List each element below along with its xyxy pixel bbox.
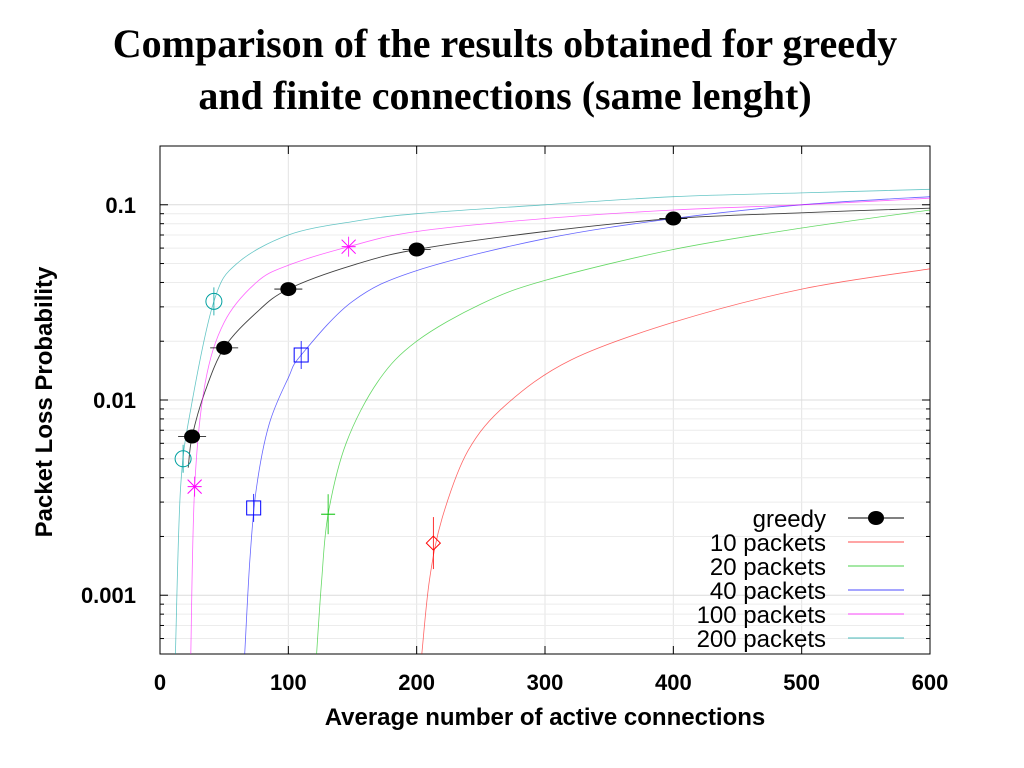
point-100-packets [341, 236, 357, 257]
point-10-packets [425, 517, 442, 570]
point-40-packets [246, 493, 262, 522]
x-tick-label: 400 [655, 670, 692, 695]
x-tick-label: 300 [527, 670, 564, 695]
y-tick-label: 0.1 [105, 193, 136, 218]
y-axis-label: Packet Loss Probability [31, 266, 58, 537]
chart-title-line1: Comparison of the results obtained for g… [112, 21, 898, 66]
x-tick-label: 500 [783, 670, 820, 695]
y-tick-label: 0.001 [81, 583, 136, 608]
point-greedy [659, 211, 688, 226]
y-tick-label: 0.01 [93, 388, 136, 413]
curve-10-packets [421, 268, 931, 655]
point-greedy [274, 282, 303, 297]
curve-200-packets [175, 188, 931, 655]
legend-label-greedy: greedy [753, 506, 826, 533]
point-40-packets [293, 341, 309, 370]
series-points [174, 211, 688, 570]
curve-40-packets [244, 196, 931, 655]
legend-label-200-packets: 200 packets [697, 626, 826, 653]
point-200-packets [174, 444, 192, 473]
x-tick-label: 0 [154, 670, 166, 695]
axis-ticks: 0 100 200 300 400 500 600 0.001 0.01 0.1 [81, 145, 949, 695]
legend-label-20-packets: 20 packets [710, 554, 826, 581]
point-20-packets [321, 494, 336, 535]
point-200-packets [205, 287, 223, 316]
curve-20-packets [316, 209, 931, 655]
legend-label-10-packets: 10 packets [710, 530, 826, 557]
legend-label-40-packets: 40 packets [710, 578, 826, 605]
point-100-packets [187, 476, 203, 497]
x-axis-label: Average number of active connections [325, 704, 766, 731]
chart-title-line2: and finite connections (same lenght) [198, 73, 812, 118]
legend-marker-greedy [868, 511, 884, 525]
point-greedy [210, 340, 239, 355]
x-tick-label: 600 [912, 670, 949, 695]
chart-title: Comparison of the results obtained for g… [0, 18, 1010, 122]
curve-greedy [187, 207, 931, 468]
series-curves [175, 188, 931, 655]
x-tick-label: 200 [398, 670, 435, 695]
x-tick-label: 100 [270, 670, 307, 695]
point-greedy [402, 242, 431, 257]
legend-label-100-packets: 100 packets [697, 602, 826, 629]
point-greedy [178, 429, 207, 444]
